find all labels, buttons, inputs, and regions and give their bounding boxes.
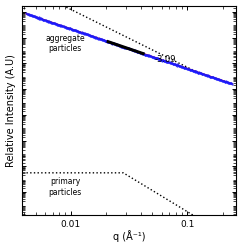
Text: -3.09: -3.09 — [155, 55, 176, 64]
Text: aggregate
particles: aggregate particles — [45, 34, 85, 53]
Text: primary
particles: primary particles — [48, 177, 82, 197]
Y-axis label: Relative Intensity (A.U): Relative Intensity (A.U) — [6, 54, 15, 167]
X-axis label: q (Å⁻¹): q (Å⁻¹) — [113, 231, 145, 243]
